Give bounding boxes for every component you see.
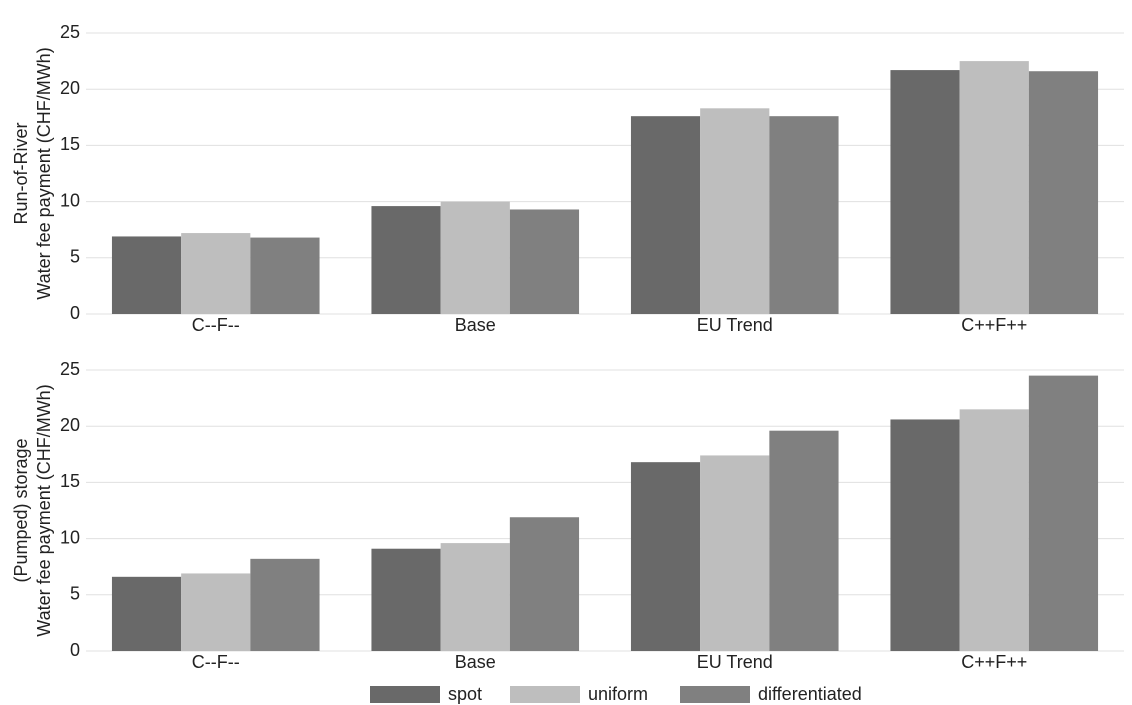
bar (440, 543, 510, 651)
x-tick-label: Base (455, 315, 496, 335)
bar (250, 558, 320, 651)
legend-label: spot (448, 684, 482, 704)
x-tick-label: C++F++ (961, 315, 1027, 335)
bar (959, 61, 1029, 314)
y-axis-label: Run-of-River (11, 122, 31, 224)
y-tick-label: 15 (60, 471, 80, 491)
y-tick-label: 5 (70, 247, 80, 267)
y-tick-label: 5 (70, 584, 80, 604)
x-tick-label: C--F-- (192, 315, 240, 335)
bar (111, 576, 182, 651)
y-tick-label: 10 (60, 190, 80, 210)
y-tick-label: 0 (70, 640, 80, 660)
y-tick-label: 20 (60, 415, 80, 435)
bar (1028, 375, 1099, 651)
bar (1028, 71, 1099, 314)
y-axis-label: Water fee payment (CHF/MWh) (34, 47, 54, 299)
bar (111, 236, 182, 314)
bar (700, 455, 770, 651)
bar (371, 548, 441, 651)
y-tick-label: 25 (60, 22, 80, 42)
bar (630, 116, 701, 315)
bar (630, 462, 701, 651)
legend-label: uniform (588, 684, 648, 704)
bar (181, 233, 251, 314)
bar (890, 419, 960, 651)
bar (959, 409, 1029, 651)
bar (890, 70, 960, 314)
legend-swatch (370, 686, 440, 703)
x-tick-label: C++F++ (961, 652, 1027, 672)
bar (700, 108, 770, 314)
bar (440, 201, 510, 314)
bar (371, 206, 441, 314)
y-tick-label: 20 (60, 78, 80, 98)
legend-swatch (510, 686, 580, 703)
x-tick-label: Base (455, 652, 496, 672)
bar (509, 517, 580, 651)
legend-label: differentiated (758, 684, 862, 704)
bar (509, 209, 580, 314)
y-tick-label: 10 (60, 527, 80, 547)
bar (769, 116, 839, 315)
x-tick-label: EU Trend (697, 652, 773, 672)
y-axis-label: Water fee payment (CHF/MWh) (34, 384, 54, 636)
legend-swatch (680, 686, 750, 703)
y-tick-label: 25 (60, 359, 80, 379)
bar (769, 430, 839, 651)
bar (181, 573, 251, 651)
y-tick-label: 0 (70, 303, 80, 323)
y-axis-label: (Pumped) storage (11, 438, 31, 582)
bar (250, 237, 320, 314)
x-tick-label: C--F-- (192, 652, 240, 672)
y-tick-label: 15 (60, 134, 80, 154)
x-tick-label: EU Trend (697, 315, 773, 335)
